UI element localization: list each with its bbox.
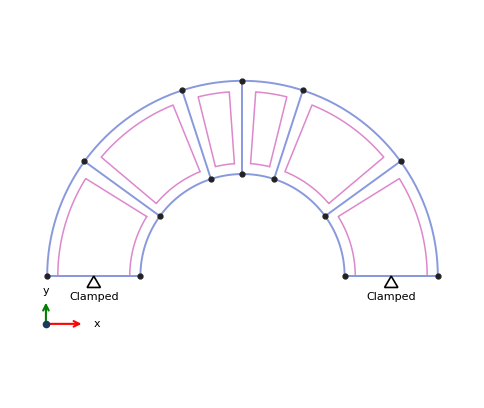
Text: x: x: [94, 319, 100, 329]
Text: Clamped: Clamped: [365, 292, 415, 302]
Text: y: y: [43, 286, 49, 296]
Text: Clamped: Clamped: [69, 292, 119, 302]
